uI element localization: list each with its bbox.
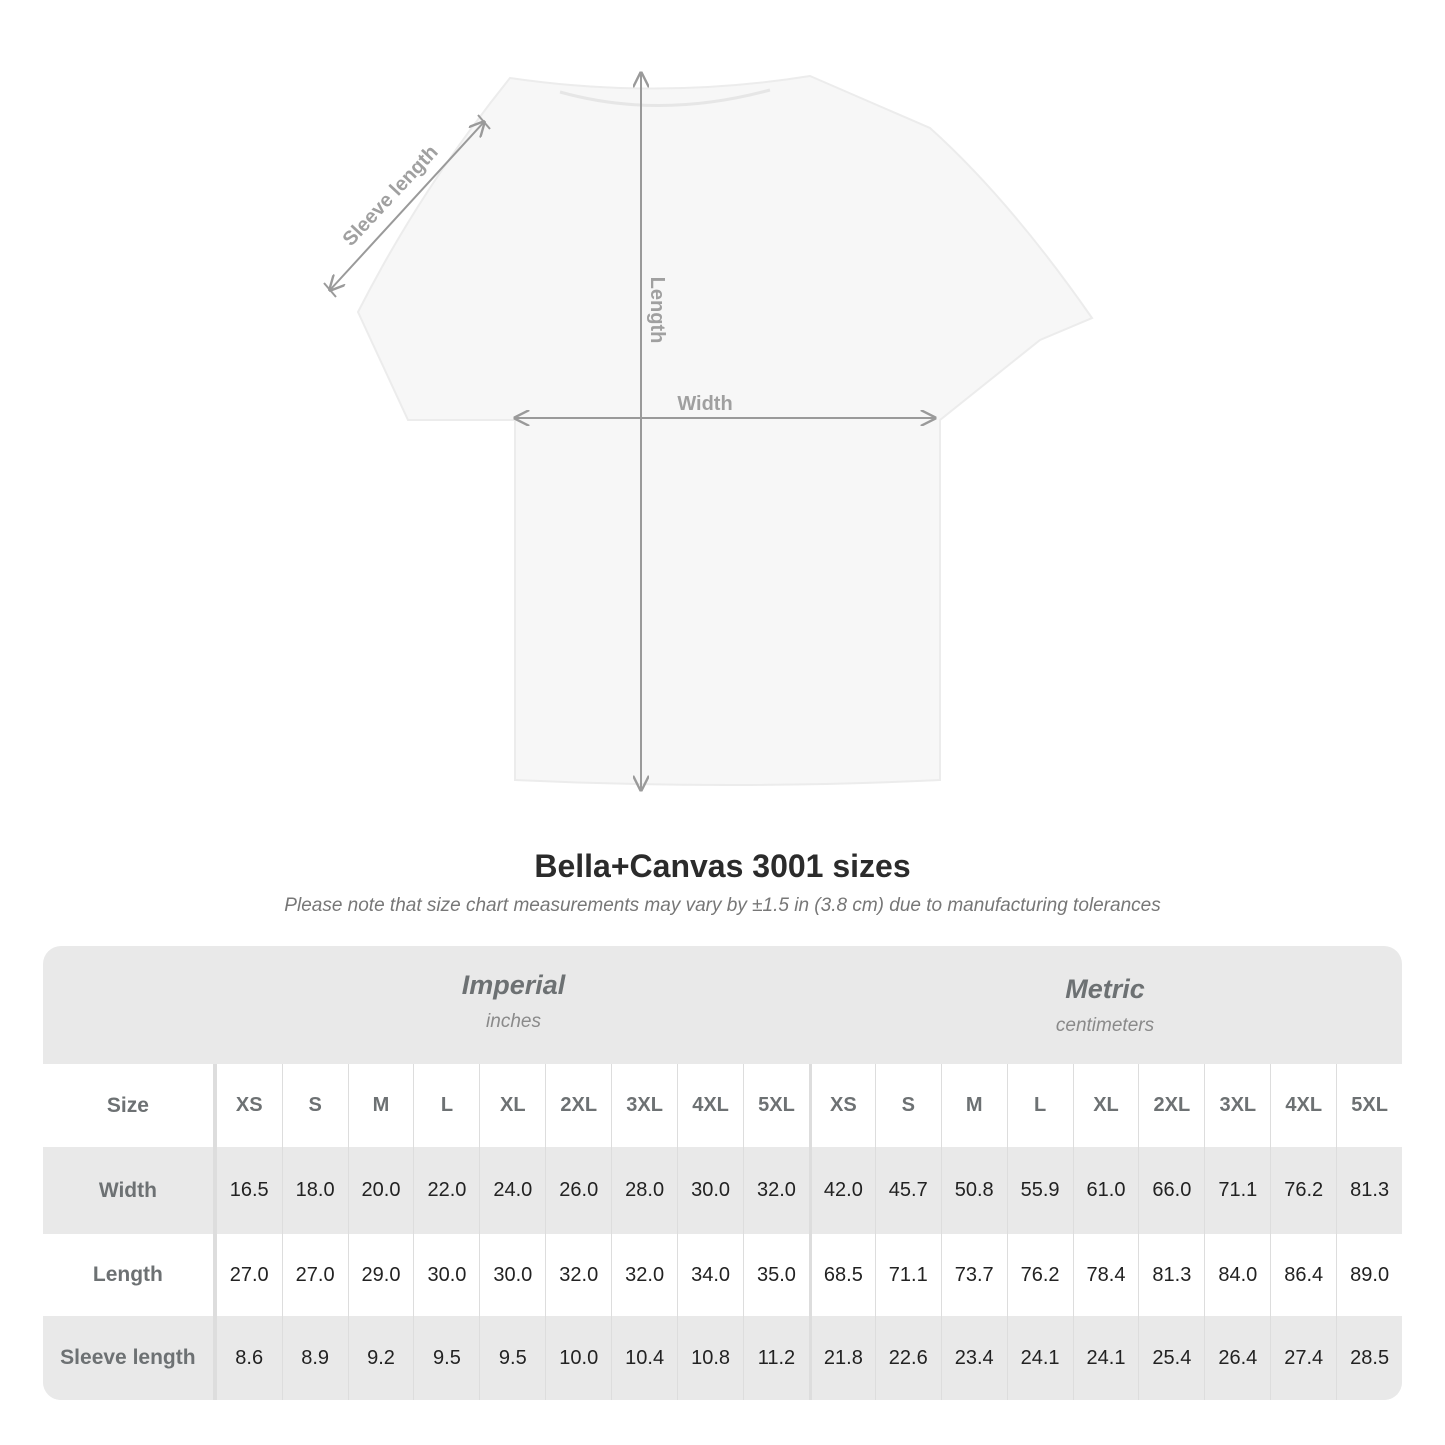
imperial-header: Imperial inches — [461, 970, 566, 1032]
imperial-cell: 9.2 — [347, 1316, 414, 1400]
imperial-cell: 26.0 — [545, 1147, 611, 1234]
size-header-row: Size XS S M L XL 2XL 3XL 4XL 5XL XS S M L XL 2XL 3XL 4XL 5… — [43, 1064, 1402, 1147]
imperial-cell: 4XL — [677, 1064, 743, 1147]
metric-cell: 21.8 — [808, 1316, 875, 1400]
metric-cell: 5XL — [1336, 1064, 1402, 1147]
imperial-cell: 16.5 — [215, 1147, 282, 1234]
imperial-cell: 10.8 — [677, 1316, 743, 1400]
metric-cell: 71.1 — [874, 1234, 941, 1316]
metric-cell: XS — [808, 1064, 875, 1147]
sleeve-arrow — [330, 122, 484, 290]
metric-cell: 66.0 — [1138, 1147, 1204, 1234]
imperial-cell: 5XL — [743, 1064, 809, 1147]
page-title: Bella+Canvas 3001 sizes — [534, 848, 911, 884]
imperial-cell: 11.2 — [743, 1316, 809, 1400]
imperial-cell: 9.5 — [413, 1316, 479, 1400]
metric-cell: 27.4 — [1270, 1316, 1336, 1400]
row-label: Size — [43, 1064, 216, 1147]
imperial-cell: 30.0 — [677, 1147, 743, 1234]
imperial-cell: L — [413, 1064, 479, 1147]
table-row-sleeve-length: Sleeve length 8.6 8.9 9.2 9.5 9.5 10.0 10.4 10.8… — [43, 1316, 1402, 1400]
metric-cell: M — [940, 1064, 1007, 1147]
imperial-cell: 8.6 — [215, 1316, 282, 1400]
imperial-cell: 18.0 — [281, 1147, 348, 1234]
width-label: Width — [677, 393, 732, 415]
row-label: Width — [43, 1147, 216, 1234]
metric-cell: 73.7 — [940, 1234, 1007, 1316]
imperial-cell: XL — [479, 1064, 545, 1147]
metric-cell: L — [1006, 1064, 1073, 1147]
imperial-cell: 28.0 — [611, 1147, 677, 1234]
metric-cell: 81.3 — [1336, 1147, 1402, 1234]
imperial-cell: 29.0 — [347, 1234, 414, 1316]
metric-cell: 71.1 — [1204, 1147, 1270, 1234]
size-table: Imperial inches Metric centimeters Size X… — [43, 946, 1402, 1400]
metric-cell: 78.4 — [1072, 1234, 1139, 1316]
metric-cell: 4XL — [1270, 1064, 1336, 1147]
metric-cell: 55.9 — [1006, 1147, 1073, 1234]
metric-cell: 28.5 — [1336, 1316, 1402, 1400]
imperial-cell: M — [347, 1064, 414, 1147]
metric-cell: 50.8 — [940, 1147, 1007, 1234]
imperial-cell: 34.0 — [677, 1234, 743, 1316]
metric-header: Metric centimeters — [1055, 974, 1155, 1036]
metric-cell: 45.7 — [874, 1147, 941, 1234]
table-row-width: Width 16.5 18.0 20.0 22.0 24.0 26.0 28.0 30.0 32.… — [43, 1147, 1402, 1234]
imperial-cell: 32.0 — [743, 1147, 809, 1234]
metric-cell: XL — [1072, 1064, 1139, 1147]
metric-cell: S — [874, 1064, 941, 1147]
metric-cell: 2XL — [1138, 1064, 1204, 1147]
imperial-cell: 22.0 — [413, 1147, 479, 1234]
imperial-cell: 24.0 — [479, 1147, 545, 1234]
row-label: Sleeve length — [43, 1316, 216, 1400]
imperial-cell: 30.0 — [413, 1234, 479, 1316]
imperial-cell: 10.0 — [545, 1316, 611, 1400]
imperial-cell: 30.0 — [479, 1234, 545, 1316]
imperial-cell: S — [281, 1064, 348, 1147]
metric-cell: 25.4 — [1138, 1316, 1204, 1400]
imperial-cell: 20.0 — [347, 1147, 414, 1234]
tolerance-note: Please note that size chart measurements… — [284, 895, 1161, 916]
metric-cell: 76.2 — [1270, 1147, 1336, 1234]
imperial-cell: 32.0 — [545, 1234, 611, 1316]
imperial-cell: XS — [215, 1064, 282, 1147]
row-label: Length — [43, 1234, 216, 1316]
metric-cell: 22.6 — [874, 1316, 941, 1400]
collar — [559, 88, 771, 108]
metric-cell: 26.4 — [1204, 1316, 1270, 1400]
imperial-cell: 32.0 — [611, 1234, 677, 1316]
imperial-cell: 2XL — [545, 1064, 611, 1147]
metric-cell: 81.3 — [1138, 1234, 1204, 1316]
metric-cell: 76.2 — [1006, 1234, 1073, 1316]
metric-cell: 23.4 — [940, 1316, 1007, 1400]
metric-cell: 3XL — [1204, 1064, 1270, 1147]
metric-cell: 68.5 — [808, 1234, 875, 1316]
metric-cell: 61.0 — [1072, 1147, 1139, 1234]
imperial-cell: 35.0 — [743, 1234, 809, 1316]
imperial-cell: 10.4 — [611, 1316, 677, 1400]
imperial-cell: 27.0 — [281, 1234, 348, 1316]
imperial-cell: 8.9 — [281, 1316, 348, 1400]
metric-cell: 24.1 — [1006, 1316, 1073, 1400]
imperial-cell: 9.5 — [479, 1316, 545, 1400]
tshirt-shape — [356, 74, 1094, 786]
table-row-length: Length 27.0 27.0 29.0 30.0 30.0 32.0 32.0 34.0 35… — [43, 1234, 1402, 1316]
metric-cell: 84.0 — [1204, 1234, 1270, 1316]
metric-cell: 24.1 — [1072, 1316, 1139, 1400]
tshirt-diagram: Sleeve length Length Width — [323, 0, 1094, 820]
metric-cell: 89.0 — [1336, 1234, 1402, 1316]
metric-cell: 42.0 — [808, 1147, 875, 1234]
imperial-cell: 27.0 — [215, 1234, 282, 1316]
length-label: Length — [646, 277, 668, 344]
imperial-cell: 3XL — [611, 1064, 677, 1147]
metric-cell: 86.4 — [1270, 1234, 1336, 1316]
